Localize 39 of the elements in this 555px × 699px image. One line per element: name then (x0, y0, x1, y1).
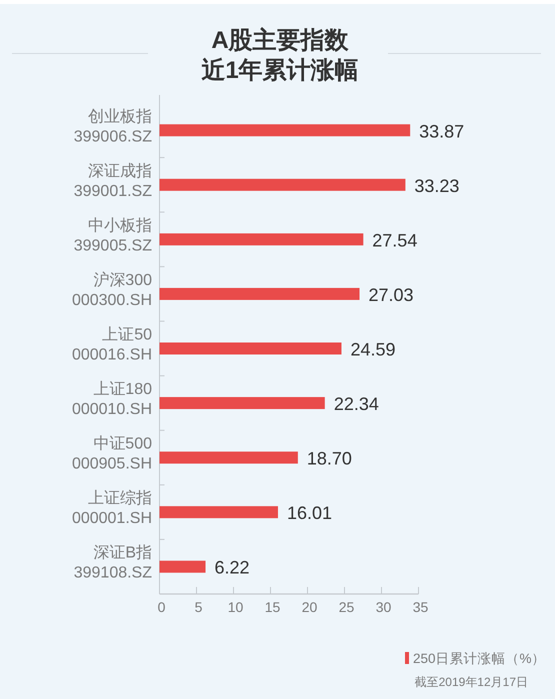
y-tick-label: 上证综指 000001.SH (72, 489, 152, 528)
bar (160, 397, 325, 410)
bar (160, 124, 410, 136)
bar (160, 560, 206, 573)
bar (160, 452, 298, 464)
x-tick-label: 35 (412, 599, 428, 615)
x-tick-label: 20 (302, 599, 318, 615)
data-label: 18.70 (306, 448, 352, 469)
y-tick-label: 深证B指 399108.SZ (74, 544, 152, 582)
annotation: 截至2019年12月17日 (414, 675, 528, 689)
x-tick-label: 15 (264, 599, 280, 615)
y-tick-label: 中小板指 399005.SZ (74, 216, 152, 254)
data-label: 22.34 (334, 394, 379, 414)
data-label: 33.87 (419, 121, 464, 142)
y-tick-label: 深证成指 399001.SZ (74, 162, 152, 200)
data-label: 24.59 (350, 340, 396, 360)
bar (160, 178, 406, 191)
subtitle: 近1年累计涨幅 (201, 57, 359, 84)
data-label: 27.54 (372, 230, 418, 250)
legend-label: 250日累计涨幅（%） (413, 651, 546, 666)
data-label: 27.03 (368, 284, 414, 305)
x-tick-label: 5 (194, 599, 203, 615)
data-label: 6.22 (214, 558, 250, 578)
x-tick-label: 0 (158, 599, 166, 615)
x-tick-label: 30 (376, 599, 392, 615)
y-tick-label: 中证500 000905.SH (72, 434, 152, 473)
title: A股主要指数 (211, 27, 349, 54)
bar (160, 342, 342, 354)
data-label: 16.01 (286, 503, 332, 524)
y-tick-label: 沪深300 000300.SH (72, 270, 152, 309)
bar (160, 506, 278, 518)
data-label: 33.23 (414, 176, 460, 196)
bar (160, 288, 360, 300)
bar (160, 233, 364, 246)
y-tick-label: 创业板指 399006.SZ (74, 107, 152, 146)
x-tick-label: 10 (228, 599, 244, 615)
y-tick-label: 上证50 000016.SH (72, 326, 152, 364)
x-tick-label: 25 (338, 599, 354, 615)
y-tick-label: 上证180 000010.SH (72, 380, 152, 418)
